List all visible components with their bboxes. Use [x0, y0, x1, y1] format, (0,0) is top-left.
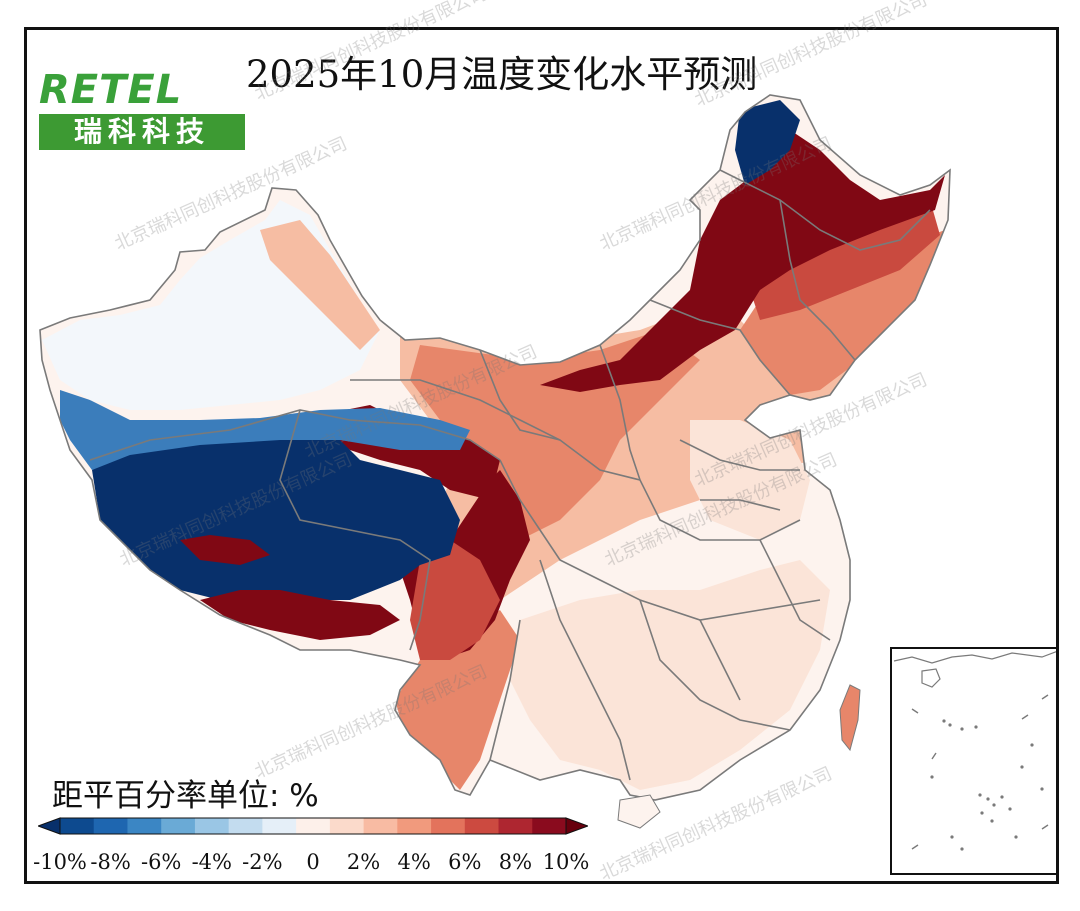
- legend-colorbar: [38, 817, 588, 835]
- logo-latin-text: RETEL: [39, 67, 183, 113]
- legend-tick-label: 10%: [542, 850, 590, 874]
- strong-cool-tibet: [92, 425, 460, 610]
- legend-tick-label: -4%: [191, 850, 233, 874]
- inset-island: [1014, 835, 1018, 839]
- strong-warm-inner-mongolia: [540, 130, 945, 392]
- legend-color-step: [532, 818, 567, 834]
- legend-high-arrow: [565, 817, 588, 835]
- inset-island: [974, 725, 978, 729]
- legend-tick-label: 6%: [448, 850, 482, 874]
- legend-low-arrow: [38, 817, 61, 835]
- map-title: 2025年10月温度变化水平预测: [246, 53, 758, 96]
- inset-island: [1020, 765, 1024, 769]
- legend-color-step: [329, 818, 365, 834]
- taiwan-island: [839, 684, 861, 752]
- legend-tick-label: 4%: [397, 850, 431, 874]
- inset-island: [1030, 743, 1034, 747]
- legend-color-step: [262, 818, 297, 834]
- company-logo: RETEL 瑞科科技: [39, 68, 245, 150]
- legend-color-step: [464, 818, 500, 834]
- hainan-island: [617, 794, 661, 829]
- inset-island: [986, 797, 990, 801]
- legend-color-step: [127, 818, 162, 834]
- inset-coastline: [893, 651, 1056, 664]
- legend-tick-label: 2%: [346, 850, 381, 874]
- legend-tick-label: 0: [306, 850, 320, 874]
- strong-warm-tibet-southwest: [180, 535, 270, 565]
- legend-color-step: [93, 818, 128, 834]
- inset-hainan: [921, 668, 941, 688]
- inset-boundary-dash: [931, 752, 937, 760]
- logo-chinese-box: 瑞科科技: [39, 114, 245, 150]
- legend-color-step: [431, 818, 466, 834]
- legend-color-step: [363, 818, 398, 834]
- legend-tick-label: -10%: [33, 850, 87, 874]
- inset-islands: [911, 694, 1049, 851]
- legend-color-step: [194, 818, 230, 834]
- legend-tick-label: -8%: [90, 850, 131, 874]
- legend-color-step: [228, 818, 263, 834]
- near-normal-south-china: [510, 560, 830, 790]
- legend-color-step: [296, 818, 331, 834]
- province-borders: [39, 94, 951, 801]
- legend-color-step: [161, 818, 196, 834]
- legend-tick-label: -2%: [242, 850, 283, 874]
- color-legend: -10% -8% -6% -4% -2% 0 2% 4% 6% 8% 10%: [33, 812, 590, 874]
- inset-boundary-dash: [911, 708, 919, 714]
- inset-island: [960, 727, 964, 731]
- legend-color-step: [397, 818, 432, 834]
- inset-island: [1008, 807, 1012, 811]
- inset-boundary-dash: [1041, 824, 1049, 830]
- warm-region-xinjiang-east: [260, 220, 380, 350]
- legend-unit-label: 距平百分率单位: %: [52, 778, 319, 814]
- legend-tick-label: 8%: [498, 850, 533, 874]
- inset-island: [960, 847, 964, 851]
- inset-boundary-dash: [1041, 694, 1049, 700]
- strong-warm-tibet-south: [200, 590, 400, 640]
- legend-tick-label: -6%: [140, 850, 182, 874]
- strong-cool-greater-khingan: [735, 100, 800, 185]
- south-china-sea-inset: [890, 647, 1058, 875]
- inset-boundary-dash: [1021, 714, 1029, 720]
- inset-island: [1040, 787, 1044, 791]
- logo-chinese-text: 瑞科科技: [73, 115, 210, 148]
- legend-color-step: [60, 818, 95, 834]
- warm-region-southwest: [395, 610, 520, 790]
- inset-island: [990, 819, 994, 823]
- inset-island: [930, 775, 934, 779]
- inset-island: [980, 811, 984, 815]
- cool-band-tibet-north: [60, 390, 470, 470]
- inset-island: [942, 719, 946, 723]
- inset-island: [1000, 795, 1004, 799]
- inset-island: [978, 793, 982, 797]
- inset-island: [950, 835, 954, 839]
- inset-map: [893, 651, 1056, 851]
- legend-color-step: [498, 818, 533, 834]
- inset-island: [992, 803, 996, 807]
- inset-boundary-dash: [911, 844, 919, 850]
- legend-outline: [59, 817, 567, 835]
- warm-band-tibet-east: [410, 540, 500, 660]
- inset-island: [948, 723, 952, 727]
